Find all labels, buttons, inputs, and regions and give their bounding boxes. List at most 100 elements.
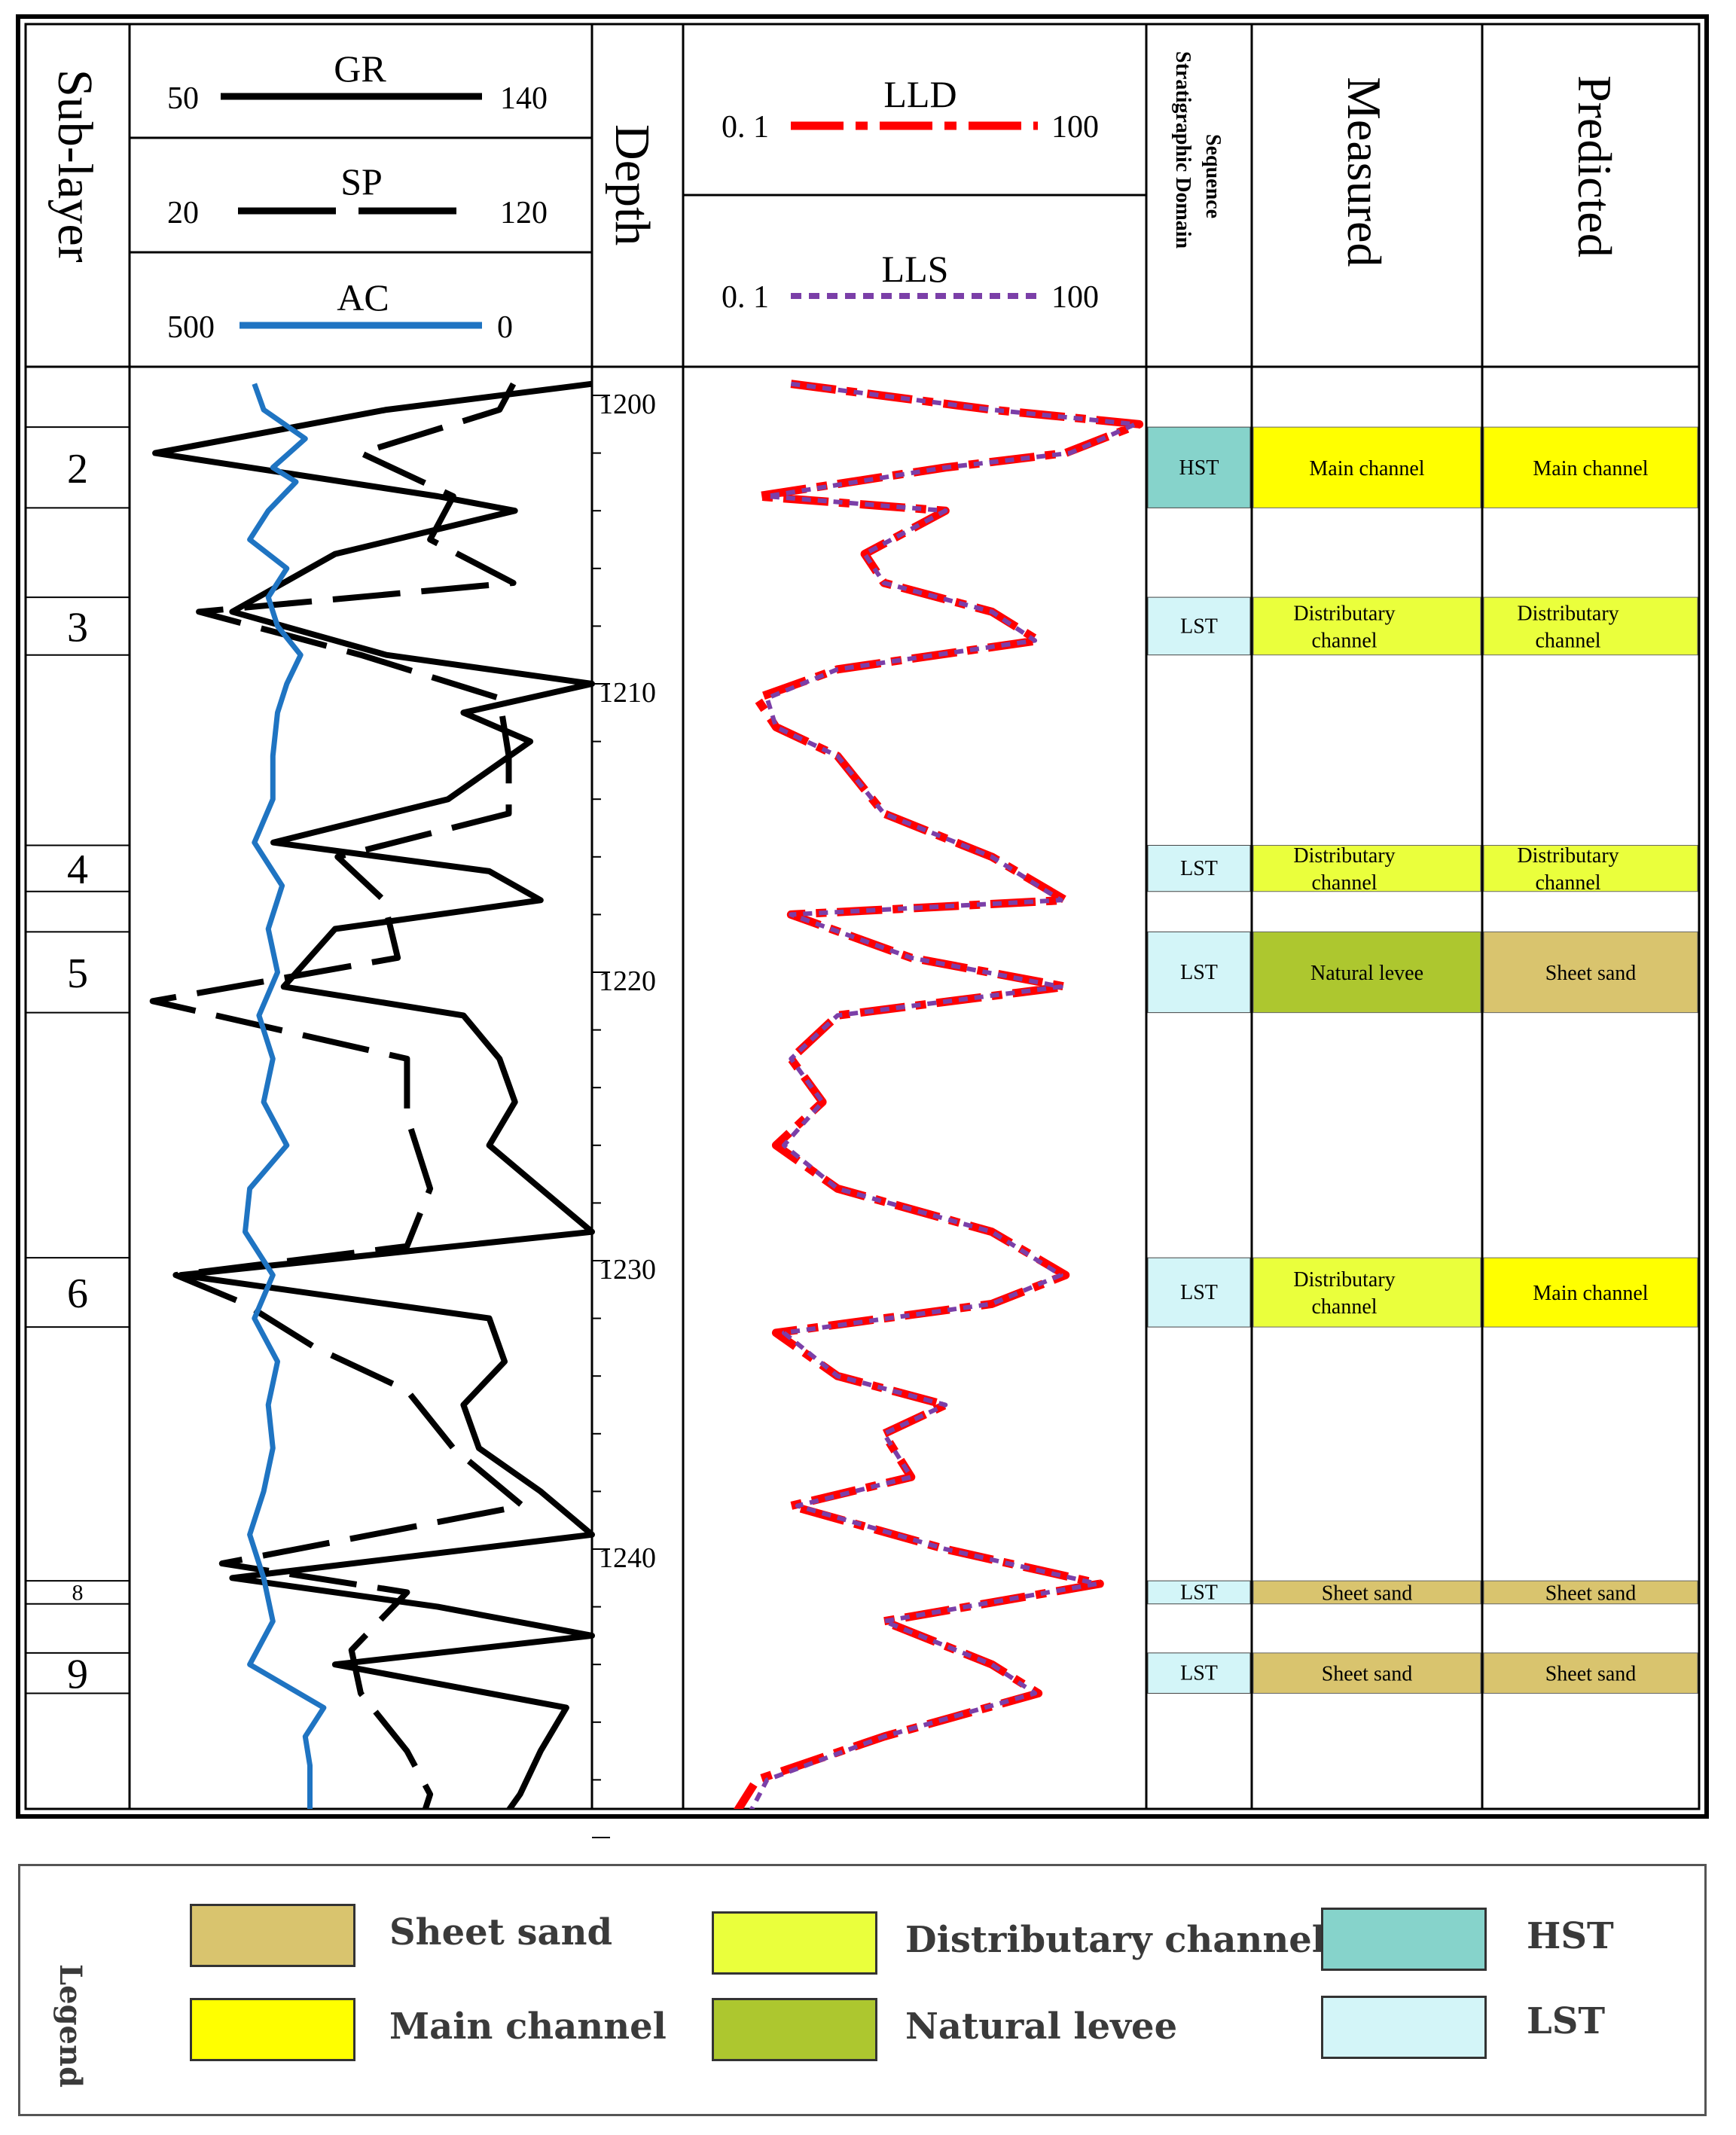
- sequence-box: [1147, 1652, 1251, 1694]
- lls-curve: [749, 381, 1138, 1809]
- predicted-facies-box: [1483, 844, 1698, 892]
- gr-name: GR: [334, 47, 386, 90]
- predicted-facies-label: channel: [1535, 629, 1600, 652]
- predicted-facies-label: Main channel: [1533, 1282, 1648, 1305]
- predicted-facies-box: [1483, 426, 1698, 508]
- measured-header: Measured: [1338, 77, 1391, 267]
- legend-swatch-sheet-sand: [190, 1904, 355, 1967]
- legend-label-hst: HST: [1527, 1915, 1614, 1957]
- ac-curve: [243, 383, 327, 1809]
- legend-swatch-main-channel: [190, 1998, 355, 2061]
- lls-max: 100: [1051, 280, 1099, 315]
- measured-facies-label: Distributary: [1293, 1268, 1395, 1292]
- legend-swatch-distributary-channel: [712, 1911, 877, 1975]
- depth-tick-label: 1220: [599, 965, 656, 997]
- measured-facies-label: Sheet sand: [1322, 1663, 1413, 1686]
- predicted-facies-label: Main channel: [1533, 457, 1648, 480]
- sequence-label: LST: [1180, 1281, 1218, 1304]
- ac-min: 500: [167, 310, 215, 345]
- measured-facies-label: channel: [1311, 629, 1377, 652]
- predicted-facies-label: Sheet sand: [1545, 962, 1637, 985]
- measured-facies-label: Main channel: [1309, 457, 1424, 480]
- legend: Legend Sheet sand Main channel Distribut…: [18, 1864, 1707, 2116]
- sublayer-label: 6: [67, 1270, 88, 1317]
- depth-tick-label: 1210: [599, 677, 656, 709]
- measured-facies-box: [1252, 1580, 1481, 1605]
- sublayer-header: Sub-layer: [47, 69, 102, 263]
- depth-tick-label: 1240: [599, 1542, 656, 1574]
- measured-facies-box: [1252, 844, 1481, 892]
- sublayer-label: 3: [67, 604, 88, 651]
- lld-max: 100: [1051, 110, 1099, 145]
- sequence-label: LST: [1180, 961, 1218, 984]
- ac-max: 0: [497, 310, 513, 345]
- sequence-box: [1147, 1257, 1251, 1328]
- lld-min: 0. 1: [722, 110, 769, 145]
- ac-name: AC: [337, 276, 389, 319]
- gr-min: 50: [167, 81, 199, 116]
- measured-facies-box: [1252, 1257, 1481, 1328]
- measured-facies-label: Distributary: [1293, 844, 1395, 868]
- predicted-facies-box: [1483, 931, 1698, 1014]
- inner-frame: [24, 23, 1701, 1810]
- predicted-facies-label: Distributary: [1517, 844, 1619, 868]
- sp-header: SP 20 120: [167, 160, 548, 230]
- grid: [26, 24, 1699, 1809]
- sublayer-label: 9: [67, 1652, 88, 1698]
- legend-title: Legend: [53, 1964, 88, 2088]
- sequence-label: LST: [1180, 857, 1218, 880]
- measured-facies-box: [1252, 1652, 1481, 1694]
- predicted-facies-box: [1483, 596, 1698, 656]
- predicted-facies-box: [1483, 1580, 1698, 1605]
- ac-header: AC 500 0: [167, 276, 513, 345]
- sequence-box: [1147, 1580, 1251, 1605]
- sequence-box: [1147, 596, 1251, 656]
- gr-max: 140: [500, 81, 548, 116]
- predicted-facies-label: channel: [1535, 871, 1600, 895]
- sequence-header-line2: Stratigraphic Domain: [1171, 51, 1194, 249]
- predicted-facies-box: [1483, 1257, 1698, 1328]
- measured-facies-label: Natural levee: [1310, 962, 1423, 985]
- sp-max: 120: [500, 196, 548, 230]
- measured-facies-box: [1252, 596, 1481, 656]
- measured-facies-box: [1252, 426, 1481, 508]
- lld-curve: [734, 380, 1144, 1809]
- lls-header: LLS 0. 1 100: [722, 248, 1099, 315]
- predicted-facies-label: Sheet sand: [1545, 1581, 1637, 1605]
- legend-swatch-natural-levee: [712, 1998, 877, 2061]
- sequence-box: [1147, 931, 1251, 1014]
- outer-frame: [16, 14, 1709, 1819]
- sequence-label: LST: [1180, 1581, 1218, 1604]
- legend-swatch-hst: [1321, 1908, 1487, 1971]
- sequence-label: LST: [1180, 615, 1218, 638]
- sublayer-label: 5: [67, 950, 88, 997]
- sp-min: 20: [167, 196, 199, 230]
- depth-header: Depth: [605, 124, 660, 246]
- measured-facies-label: Sheet sand: [1322, 1581, 1413, 1605]
- sp-name: SP: [340, 160, 383, 203]
- predicted-facies-label: Sheet sand: [1545, 1663, 1637, 1686]
- measured-facies-label: Distributary: [1293, 602, 1395, 625]
- depth-tick-label: 1230: [599, 1254, 656, 1286]
- legend-label-distributary-channel: Distributary channel: [905, 1919, 1326, 1961]
- sublayer-label: 2: [67, 446, 88, 493]
- legend-swatch-lst: [1321, 1996, 1487, 2059]
- sequence-label: HST: [1179, 456, 1219, 480]
- depth-tick-label: 1200: [599, 389, 656, 420]
- lld-header: LLD 0. 1 100: [722, 73, 1099, 145]
- measured-facies-label: channel: [1311, 871, 1377, 895]
- sequence-box: [1147, 426, 1251, 508]
- predicted-header: Predicted: [1568, 75, 1622, 258]
- predicted-facies-box: [1483, 1652, 1698, 1694]
- sequence-label: LST: [1180, 1662, 1218, 1685]
- sequence-box: [1147, 844, 1251, 892]
- legend-label-natural-levee: Natural levee: [905, 2005, 1178, 2048]
- sublayer-label: 8: [72, 1580, 84, 1605]
- measured-facies-box: [1252, 931, 1481, 1014]
- sequence-header-line1: Sequence: [1201, 134, 1225, 218]
- lls-name: LLS: [882, 248, 949, 290]
- legend-label-sheet-sand: Sheet sand: [389, 1911, 613, 1954]
- sublayer-label: 4: [67, 846, 88, 893]
- predicted-facies-label: Distributary: [1517, 602, 1619, 625]
